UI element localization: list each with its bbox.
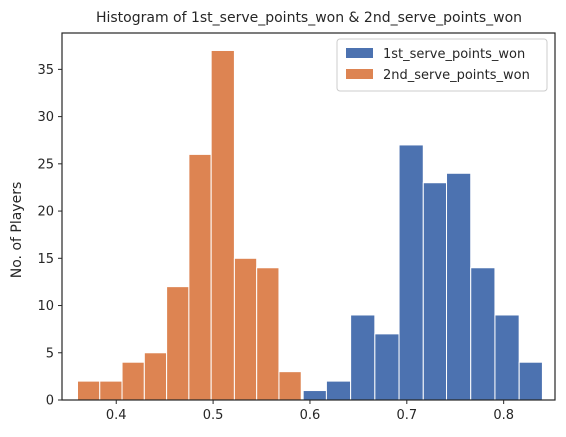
y-tick-label: 25 bbox=[37, 157, 54, 172]
bar-second-serve-2 bbox=[122, 362, 144, 400]
bar-second-serve-9 bbox=[279, 372, 301, 400]
x-tick-label: 0.8 bbox=[493, 408, 514, 423]
bar-first-serve-2 bbox=[351, 315, 375, 400]
bar-second-serve-1 bbox=[100, 381, 122, 400]
y-tick-label: 15 bbox=[37, 252, 54, 267]
bar-second-serve-4 bbox=[167, 287, 189, 400]
bar-first-serve-0 bbox=[303, 391, 326, 400]
legend-swatch bbox=[346, 48, 373, 58]
legend-label: 1st_serve_points_won bbox=[383, 47, 525, 62]
bar-first-serve-3 bbox=[375, 334, 399, 400]
bar-first-serve-8 bbox=[495, 315, 519, 400]
y-tick-label: 30 bbox=[37, 110, 54, 125]
chart-title: Histogram of 1st_serve_points_won & 2nd_… bbox=[96, 10, 522, 26]
y-axis-label: No. of Players bbox=[9, 182, 25, 279]
bar-second-serve-3 bbox=[144, 353, 166, 400]
bar-second-serve-8 bbox=[257, 268, 279, 400]
bar-first-serve-9 bbox=[519, 362, 542, 400]
y-tick-label: 0 bbox=[46, 394, 54, 409]
bar-second-serve-7 bbox=[234, 258, 256, 400]
x-tick-label: 0.5 bbox=[203, 408, 224, 423]
y-tick-label: 5 bbox=[46, 346, 54, 361]
bar-first-serve-5 bbox=[423, 183, 446, 400]
legend: 1st_serve_points_won 2nd_serve_points_won bbox=[337, 39, 547, 91]
y-tick-label: 20 bbox=[37, 205, 54, 220]
bar-first-serve-4 bbox=[399, 145, 423, 400]
x-tick-label: 0.4 bbox=[106, 408, 127, 423]
bar-second-serve-0 bbox=[78, 381, 100, 400]
y-tick-label: 35 bbox=[37, 63, 54, 78]
x-tick-label: 0.7 bbox=[396, 408, 417, 423]
bar-second-serve-5 bbox=[189, 154, 211, 400]
bar-second-serve-6 bbox=[211, 50, 234, 400]
legend-swatch bbox=[346, 69, 373, 79]
bar-first-serve-7 bbox=[471, 268, 495, 400]
bar-first-serve-1 bbox=[326, 381, 350, 400]
bar-first-serve-6 bbox=[447, 173, 471, 400]
legend-label: 2nd_serve_points_won bbox=[383, 68, 530, 83]
y-tick-label: 10 bbox=[37, 299, 54, 314]
x-tick-label: 0.6 bbox=[300, 408, 321, 423]
